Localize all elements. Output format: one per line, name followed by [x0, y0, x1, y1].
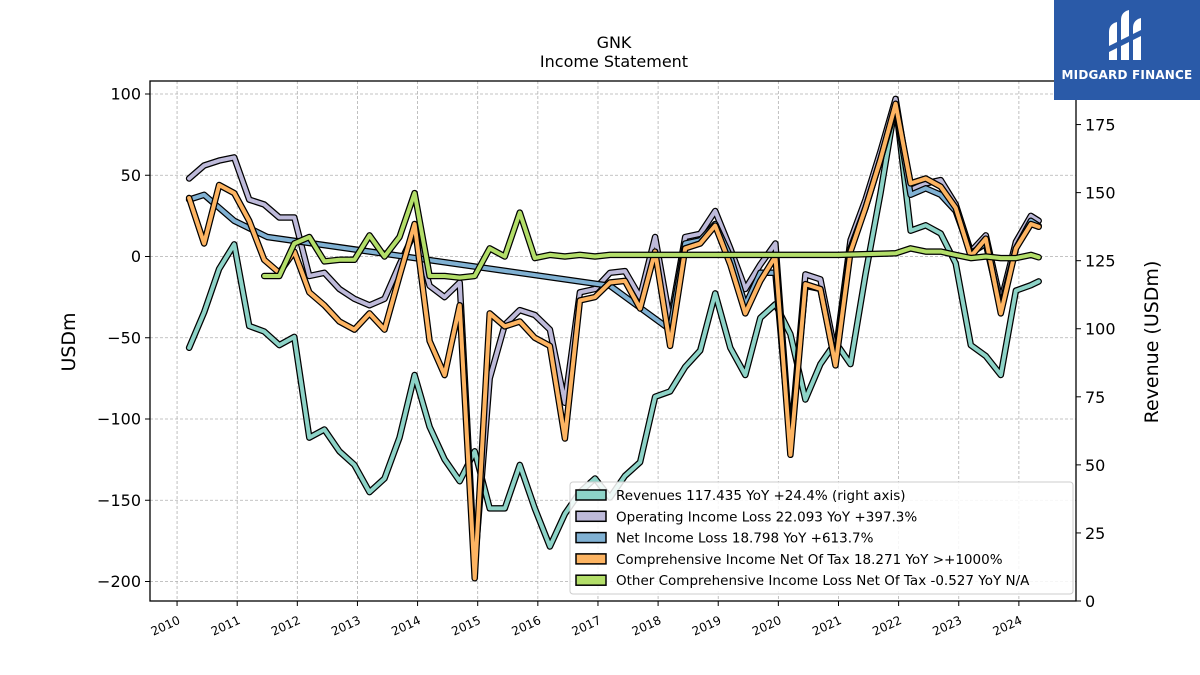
x-tick-label: 2016 — [510, 613, 544, 639]
plot-frame — [149, 80, 1077, 602]
y2-tick-label: 125 — [1085, 252, 1116, 271]
y2-tick-label: 50 — [1085, 456, 1105, 475]
legend-swatch-1 — [575, 510, 607, 523]
y-tick-label: −150 — [97, 491, 141, 510]
logo-text: MIDGARD FINANCE — [1061, 68, 1193, 82]
x-tick-label: 2012 — [269, 613, 303, 639]
y-tick-label: 0 — [131, 247, 141, 266]
legend-label-3: Comprehensive Income Net Of Tax 18.271 Y… — [616, 552, 1003, 568]
legend-label-0: Revenues 117.435 YoY +24.4% (right axis) — [616, 488, 906, 504]
midgard-finance-logo: MIDGARD FINANCE — [1054, 0, 1200, 100]
legend-label-4: Other Comprehensive Income Loss Net Of T… — [616, 573, 1030, 589]
right-axis: 175 150 125 100 75 50 25 0 — [1076, 116, 1116, 611]
plot-area — [149, 80, 1077, 602]
x-tick-label: 2011 — [209, 613, 243, 639]
x-tick-label: 2023 — [930, 613, 964, 639]
legend-swatch-0 — [575, 489, 607, 501]
x-tick-label: 2024 — [991, 613, 1025, 639]
x-tick-label: 2022 — [870, 613, 904, 639]
y-tick-label: −50 — [107, 328, 141, 347]
x-tick-label: 2015 — [449, 613, 483, 639]
x-tick-label: 2021 — [810, 613, 844, 639]
series-line-4 — [262, 191, 1041, 280]
y-tick-label: −100 — [97, 410, 141, 429]
series-line-3 — [187, 101, 1041, 581]
legend-label-2: Net Income Loss 18.798 YoY +613.7% — [616, 531, 874, 547]
y2-axis-label: Revenue (USDm) — [1141, 261, 1163, 424]
midgard-finance-logo-icon — [1109, 10, 1141, 60]
y2-tick-label: 25 — [1085, 524, 1105, 543]
legend: Revenues 117.435 YoY +24.4% (right axis)… — [569, 481, 1074, 595]
legend-box — [569, 481, 1074, 595]
x-tick-label: 2018 — [630, 613, 664, 639]
y-tick-label: 50 — [121, 166, 141, 185]
legend-swatch-3 — [575, 553, 607, 565]
x-tick-label: 2019 — [690, 613, 724, 639]
legend-swatch-2 — [575, 531, 607, 544]
y-tick-label: 100 — [110, 85, 141, 104]
y2-tick-label: 75 — [1085, 388, 1105, 407]
legend-swatch-4 — [575, 574, 607, 586]
series-lines — [185, 95, 1042, 582]
x-tick-label: 2020 — [750, 613, 784, 639]
chart-title: GNK — [597, 33, 632, 52]
x-tick-label: 2014 — [389, 613, 423, 639]
y-tick-label: −200 — [97, 572, 141, 591]
y2-tick-label: 150 — [1085, 184, 1116, 203]
x-axis: 2010 2011 2012 2013 2014 2015 2016 2017 2018 2019… — [149, 601, 1024, 639]
y-axis-label: USDm — [58, 312, 80, 371]
chart-subtitle: Income Statement — [540, 52, 688, 71]
y2-tick-label: 0 — [1085, 592, 1095, 611]
left-axis: 100 50 0 −50 −100 −150 −200 — [97, 85, 150, 591]
y2-tick-label: 100 — [1085, 320, 1116, 339]
legend-label-1: Operating Income Loss 22.093 YoY +397.3% — [616, 509, 917, 525]
x-tick-label: 2013 — [329, 613, 363, 639]
y2-tick-label: 175 — [1085, 116, 1116, 135]
x-tick-label: 2017 — [570, 613, 604, 639]
x-tick-label: 2010 — [149, 613, 183, 639]
